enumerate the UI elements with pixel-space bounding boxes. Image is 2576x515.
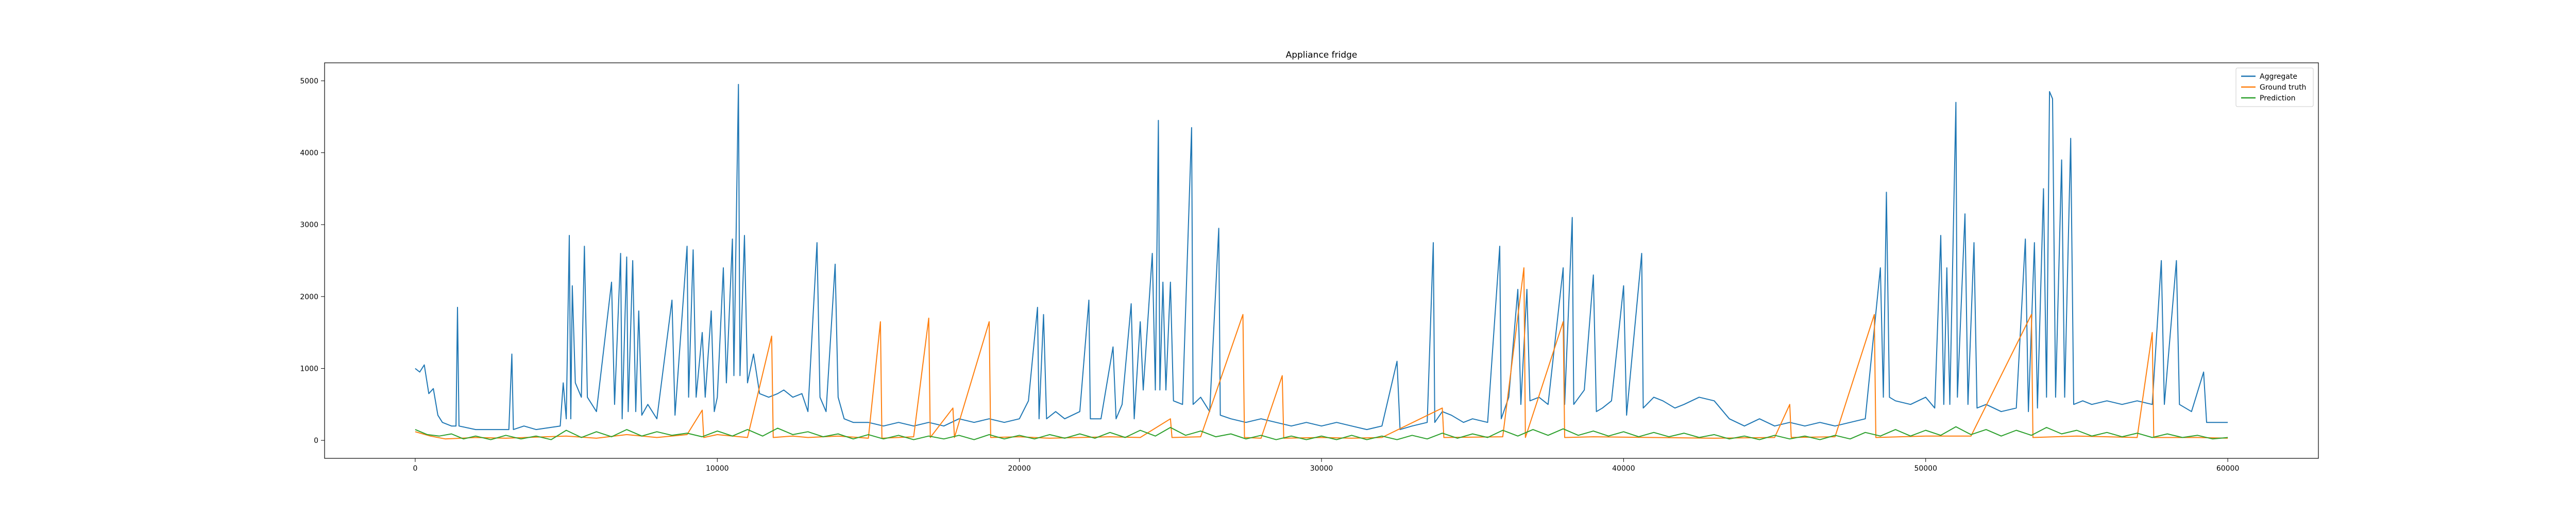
legend: Aggregate Ground truth Prediction — [2235, 67, 2314, 107]
y-tick-label: 5000 — [300, 77, 318, 85]
legend-label: Aggregate — [2260, 73, 2297, 81]
plot-frame — [324, 62, 2319, 459]
legend-box — [2235, 67, 2314, 107]
x-tick-label: 30000 — [1310, 465, 1333, 473]
y-tick-label: 1000 — [300, 365, 318, 373]
x-tick-label: 50000 — [1914, 465, 1937, 473]
plot-area — [415, 83, 2228, 440]
x-tick-label: 40000 — [1612, 465, 1635, 473]
x-axis: 0 10000 20000 30000 40000 50000 60000 — [413, 458, 2239, 473]
y-axis: 0 1000 2000 3000 4000 5000 — [300, 77, 325, 445]
x-tick-label: 10000 — [706, 465, 729, 473]
y-tick-label: 3000 — [300, 221, 318, 229]
x-tick-label: 60000 — [2216, 465, 2240, 473]
legend-label: Prediction — [2260, 94, 2296, 102]
series-line-ground-truth — [415, 267, 2228, 440]
x-tick-label: 20000 — [1008, 465, 1031, 473]
series-line-aggregate — [415, 83, 2228, 431]
y-tick-label: 0 — [314, 437, 318, 445]
y-tick-label: 4000 — [300, 149, 318, 158]
series-line-prediction — [415, 426, 2228, 440]
chart-title: Appliance fridge — [1286, 50, 1358, 60]
x-tick-label: 0 — [413, 465, 417, 473]
y-tick-label: 2000 — [300, 293, 318, 301]
legend-label: Ground truth — [2260, 83, 2306, 92]
